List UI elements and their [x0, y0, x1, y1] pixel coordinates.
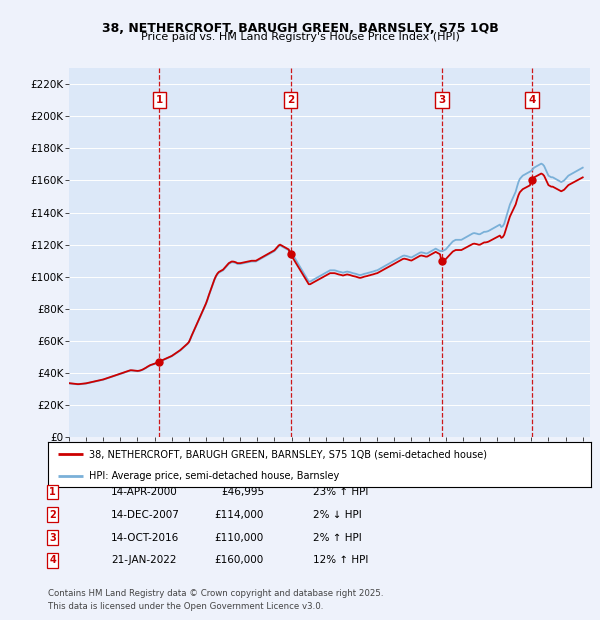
Text: £110,000: £110,000	[215, 533, 264, 542]
Text: 2: 2	[49, 510, 56, 520]
Text: 2% ↑ HPI: 2% ↑ HPI	[300, 533, 362, 542]
Text: 3: 3	[49, 533, 56, 542]
Text: 4: 4	[529, 95, 536, 105]
Text: 2: 2	[287, 95, 295, 105]
Text: 14-DEC-2007: 14-DEC-2007	[111, 510, 180, 520]
Text: £114,000: £114,000	[215, 510, 264, 520]
Text: 1: 1	[49, 487, 56, 497]
Text: HPI: Average price, semi-detached house, Barnsley: HPI: Average price, semi-detached house,…	[89, 471, 339, 480]
Text: 3: 3	[439, 95, 446, 105]
Text: 14-OCT-2016: 14-OCT-2016	[111, 533, 179, 542]
Text: 21-JAN-2022: 21-JAN-2022	[111, 556, 176, 565]
Text: 2% ↓ HPI: 2% ↓ HPI	[300, 510, 362, 520]
Text: Price paid vs. HM Land Registry's House Price Index (HPI): Price paid vs. HM Land Registry's House …	[140, 32, 460, 42]
Text: 1: 1	[156, 95, 163, 105]
Text: Contains HM Land Registry data © Crown copyright and database right 2025.
This d: Contains HM Land Registry data © Crown c…	[48, 589, 383, 611]
Text: 38, NETHERCROFT, BARUGH GREEN, BARNSLEY, S75 1QB (semi-detached house): 38, NETHERCROFT, BARUGH GREEN, BARNSLEY,…	[89, 449, 487, 459]
Text: 14-APR-2000: 14-APR-2000	[111, 487, 178, 497]
Text: £160,000: £160,000	[215, 556, 264, 565]
Text: 4: 4	[49, 556, 56, 565]
Text: 23% ↑ HPI: 23% ↑ HPI	[300, 487, 368, 497]
Text: £46,995: £46,995	[221, 487, 264, 497]
Text: 38, NETHERCROFT, BARUGH GREEN, BARNSLEY, S75 1QB: 38, NETHERCROFT, BARUGH GREEN, BARNSLEY,…	[101, 22, 499, 35]
Text: 12% ↑ HPI: 12% ↑ HPI	[300, 556, 368, 565]
